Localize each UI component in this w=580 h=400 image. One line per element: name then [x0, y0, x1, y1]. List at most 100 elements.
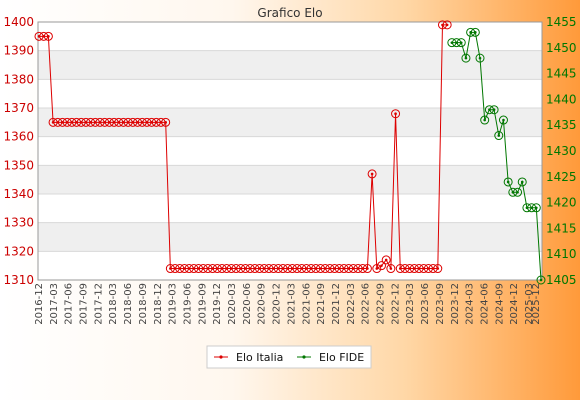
- data-point: [489, 105, 499, 115]
- x-tick-label: 2024-09: [494, 283, 505, 325]
- y-left-tick-label: 1360: [3, 130, 34, 144]
- x-tick-label: 2017-09: [79, 283, 90, 325]
- y-right-tick-label: 1450: [546, 41, 577, 55]
- data-point: [43, 31, 53, 41]
- chart-title: Grafico Elo: [257, 6, 322, 20]
- grid-band: [38, 222, 542, 252]
- data-point-center: [394, 112, 397, 116]
- x-tick-label: 2016-12: [34, 283, 45, 325]
- legend-label: Elo FIDE: [319, 351, 364, 364]
- x-tick-label: 2020-03: [227, 283, 238, 325]
- data-point: [517, 177, 527, 187]
- data-point: [456, 38, 466, 48]
- data-point-center: [506, 180, 510, 184]
- y-right-tick-label: 1405: [546, 273, 577, 287]
- data-point-center: [502, 118, 505, 122]
- data-point: [513, 187, 523, 197]
- y-right-tick-label: 1445: [546, 67, 577, 81]
- plot-border: [37, 21, 543, 281]
- data-point: [362, 264, 372, 274]
- x-tick-label-last: 2025-12: [531, 283, 542, 325]
- data-point: [442, 20, 452, 30]
- data-point: [470, 27, 480, 37]
- x-ticks: 2016-12 2017-03 2017-06 2017-09 2017-12 2018-…: [34, 283, 542, 325]
- axes: [37, 21, 543, 281]
- data-point: [498, 115, 508, 125]
- y-right-tick-label: 1410: [546, 247, 577, 261]
- y-left-tick-label: 1320: [3, 244, 34, 258]
- x-tick-label: 2022-06: [361, 283, 372, 325]
- data-point-center: [366, 267, 369, 270]
- x-tick-label: 2020-09: [257, 283, 268, 325]
- grid: [38, 21, 542, 281]
- data-point-center: [459, 41, 463, 44]
- x-tick-label: 2017-03: [49, 283, 60, 325]
- data-point-center: [445, 23, 449, 27]
- x-tick-label: 2021-03: [286, 283, 297, 325]
- legend-swatch-dot: [219, 355, 223, 359]
- data-point-center: [520, 180, 524, 184]
- x-tick-label: 2022-03: [346, 283, 357, 325]
- y-left-tick-label: 1350: [3, 158, 34, 172]
- legend-box: [206, 345, 372, 369]
- y-left-tick-label: 1400: [3, 15, 34, 29]
- data-point-center: [375, 267, 379, 270]
- data-point: [531, 203, 541, 213]
- data-point-center: [483, 118, 487, 122]
- x-tick-label: 2018-12: [153, 283, 164, 325]
- x-tick-label: 2022-09: [376, 283, 387, 325]
- data-point: [391, 109, 401, 119]
- data-point: [461, 53, 471, 63]
- data-point-center: [380, 264, 383, 267]
- x-tick-label: 2019-03: [168, 283, 179, 325]
- x-tick-label: 2024-06: [479, 283, 490, 325]
- x-tick-label: 2023-03: [405, 283, 416, 325]
- data-point-center: [478, 56, 482, 60]
- data-point-center: [47, 35, 50, 38]
- y-right-tick-label: 1455: [546, 15, 577, 29]
- x-tick-label: 2019-09: [197, 283, 208, 325]
- y-right-tick-label: 1420: [546, 196, 577, 210]
- x-tick-label: 2019-06: [182, 283, 193, 325]
- legend-item: Elo Italia: [214, 351, 283, 364]
- y-left-tick-label: 1310: [3, 273, 34, 287]
- y-right-tick-label: 1440: [546, 92, 577, 106]
- x-tick-label: 2023-06: [420, 283, 431, 325]
- y-right-tick-label: 1430: [546, 144, 577, 158]
- x-tick-label: 2023-12: [450, 283, 461, 325]
- series-line: [39, 24, 448, 271]
- x-tick-label: 2019-12: [212, 283, 223, 325]
- data-point: [381, 255, 391, 265]
- legend-swatch-dot: [302, 355, 306, 359]
- legend: Elo Italia Elo FIDE: [206, 345, 372, 369]
- grid-band: [38, 165, 542, 194]
- y-left-ticks: 1310 1320 1330 1340 1350 1360 1370 1380 1390 1400: [3, 15, 34, 287]
- data-point-center: [164, 121, 167, 124]
- x-tick-label: 2024-03: [465, 283, 476, 325]
- legend-label: Elo Italia: [236, 351, 283, 364]
- x-tick-label: 2020-06: [242, 283, 253, 325]
- data-point: [475, 53, 485, 63]
- data-point: [480, 115, 490, 125]
- data-point-center: [370, 172, 374, 176]
- y-left-tick-label: 1380: [3, 72, 34, 86]
- y-left-tick-label: 1370: [3, 101, 34, 115]
- data-point-center: [464, 56, 468, 60]
- x-tick-label: 2018-06: [123, 283, 134, 325]
- x-tick-label: 2022-12: [390, 283, 401, 325]
- data-point: [372, 264, 382, 274]
- data-point-center: [384, 258, 388, 262]
- y-right-tick-label: 1425: [546, 170, 577, 184]
- data-point: [161, 117, 171, 127]
- y-left-tick-label: 1390: [3, 44, 34, 58]
- data-point-center: [474, 31, 477, 34]
- x-tick-label: 2023-09: [435, 283, 446, 325]
- y-right-ticks: 1405 1410 1415 1420 1425 1430 1435 1440 1445 1450…: [546, 15, 577, 287]
- grid-band: [38, 50, 542, 80]
- x-tick-label: 2021-09: [316, 283, 327, 325]
- y-right-tick-label: 1415: [546, 221, 577, 235]
- x-tick-label: 2018-09: [138, 283, 149, 325]
- x-tick-label: 2020-12: [272, 283, 283, 325]
